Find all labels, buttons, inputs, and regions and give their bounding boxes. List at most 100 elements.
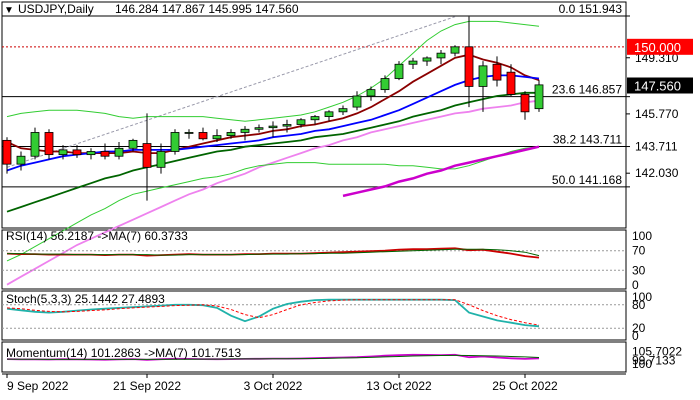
candle-body-bear <box>100 151 110 157</box>
candle-body-bull <box>450 46 460 54</box>
stoch-header: Stoch(5,3,3) 25.1442 27.4893 <box>6 292 165 306</box>
candle-body-bull <box>184 132 194 134</box>
candle <box>86 148 96 160</box>
fib-label-2: 38.2 143.711 <box>553 133 623 147</box>
candle <box>422 56 432 66</box>
pane-frame-stoch <box>1 290 627 341</box>
candle-body-bull <box>380 78 390 91</box>
momentum-series-1 <box>6 354 540 360</box>
candle <box>72 145 82 158</box>
candle-body-bull <box>408 60 418 65</box>
candle-body-bull <box>338 108 348 113</box>
stoch-axis-label-2: 20 <box>632 321 646 335</box>
candle-body-bear <box>506 71 516 95</box>
candle <box>534 80 544 112</box>
candle <box>324 110 334 122</box>
momentum-pane <box>6 353 540 361</box>
rsi-axis-label-2: 30 <box>632 263 646 277</box>
pane-frame-price <box>1 1 627 229</box>
candle-body-bull <box>240 128 250 133</box>
candle-body-bull <box>268 125 278 129</box>
candle <box>408 57 418 70</box>
candle <box>282 119 292 133</box>
candle-body-bull <box>534 84 544 110</box>
candle <box>44 129 54 160</box>
price-tag-bg-1 <box>627 77 693 94</box>
candle <box>268 121 278 138</box>
candle <box>156 143 166 174</box>
time-axis-label-3: 13 Oct 2022 <box>366 379 432 393</box>
candle-body-bull <box>58 149 68 156</box>
candle <box>128 138 138 152</box>
candle-body-bear <box>520 93 530 113</box>
candle <box>16 151 26 171</box>
overlay-bb-upper <box>6 20 540 122</box>
candle <box>58 145 68 160</box>
candle-body-bull <box>478 65 488 87</box>
candle <box>142 113 152 201</box>
candle <box>394 61 404 81</box>
candle-body-bull <box>156 151 166 168</box>
candle <box>296 118 306 128</box>
candle-body-bull <box>352 95 362 108</box>
overlay-ma-violet <box>6 99 540 286</box>
overlay-bb-lower <box>6 146 540 262</box>
candle-body-bull <box>310 116 320 121</box>
candle-body-bull <box>128 139 138 149</box>
candle <box>30 127 40 160</box>
candle <box>492 56 502 87</box>
candle-body-bear <box>72 149 82 156</box>
candle <box>506 64 516 96</box>
stoch-axis-label-0: 100 <box>632 290 652 304</box>
candle <box>184 129 194 139</box>
candle-body-bear <box>142 143 152 168</box>
chart-ohlc-header: 146.284 147.867 145.995 147.560 <box>115 2 299 16</box>
candle-body-bull <box>296 119 306 125</box>
candle-body-bear <box>464 46 474 87</box>
candle-body-bull <box>170 132 180 152</box>
candle <box>198 127 208 141</box>
axis-layer: 149.310145.770143.711142.030150.000147.5… <box>6 15 693 393</box>
rsi-axis-label-0: 100 <box>632 229 652 243</box>
fib-label-3: 50.0 141.168 <box>552 173 622 187</box>
rsi-series-1 <box>7 248 540 257</box>
candle-body-bull <box>422 57 432 62</box>
momentum-header: Momentum(14) 101.2863 ->MA(7) 101.7513 <box>6 346 241 360</box>
candle <box>226 129 236 139</box>
price-tag-bg-0 <box>627 38 693 55</box>
pane-frames <box>1 1 627 375</box>
candle-body-bull <box>282 124 292 127</box>
candle <box>114 141 124 160</box>
candle-body-bull <box>324 111 334 117</box>
candle-body-bull <box>226 132 236 137</box>
candle <box>366 86 376 101</box>
candle-body-bull <box>114 147 124 157</box>
candle-body-bull <box>16 155 26 165</box>
candle <box>240 126 250 141</box>
overlay-ma-green <box>6 91 539 213</box>
candle <box>352 91 362 111</box>
candle <box>436 49 446 65</box>
rsi-axis-label-1: 70 <box>632 244 646 258</box>
momentum-axis-label-2: 100 <box>632 357 652 371</box>
candle <box>450 45 460 57</box>
price-axis-label-3: 145.770 <box>635 107 679 121</box>
stoch-series-1 <box>6 299 540 326</box>
candle-body-bear <box>492 63 502 81</box>
time-axis-label-0: 9 Sep 2022 <box>7 379 69 393</box>
candle <box>100 143 110 160</box>
candle-body-bull <box>30 132 40 157</box>
header-triangle-icon[interactable]: ▼ <box>4 5 14 16</box>
candle <box>310 115 320 125</box>
candle <box>520 91 530 120</box>
rsi-header: RSI(14) 56.2187 ->MA(7) 60.3733 <box>6 229 188 243</box>
candle-body-bull <box>366 89 376 97</box>
candle-body-bull <box>86 151 96 156</box>
stoch-axis-label-3: 0 <box>632 329 639 343</box>
price-axis-label-5: 142.030 <box>635 166 679 180</box>
price-tag-label-0: 150.000 <box>634 40 681 55</box>
candle-body-bear <box>44 132 54 156</box>
candle <box>254 124 264 133</box>
trendline <box>6 16 456 168</box>
stoch-pane <box>2 298 626 329</box>
